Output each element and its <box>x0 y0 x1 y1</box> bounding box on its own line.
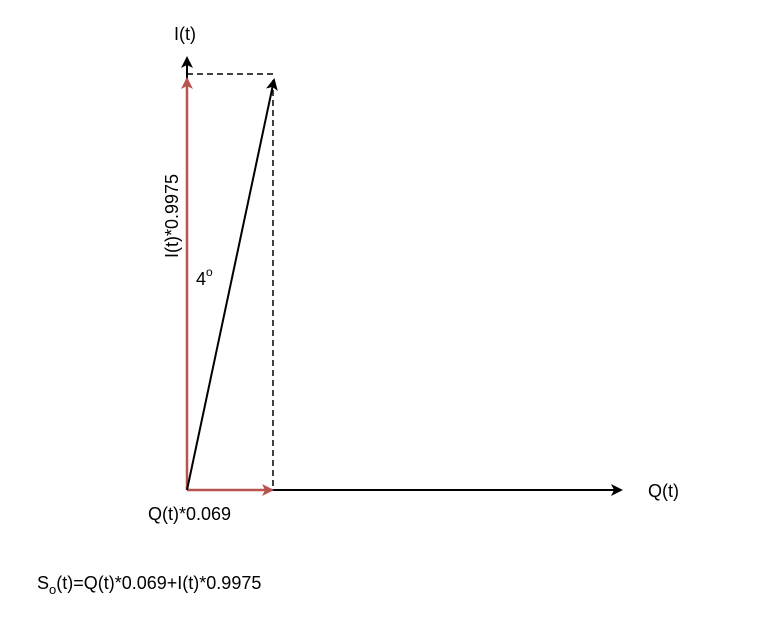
degree-symbol: o <box>206 265 213 279</box>
i-axis-label: I(t) <box>174 24 196 44</box>
formula-rest: (t)=Q(t)*0.069+I(t)*0.9975 <box>56 573 261 593</box>
angle-label: 4o <box>196 265 213 289</box>
formula-prefix: S <box>37 573 49 593</box>
formula-subscript: o <box>49 582 56 597</box>
angle-value: 4 <box>196 269 206 289</box>
q-axis-label: Q(t) <box>648 481 679 501</box>
resultant-vector <box>186 78 278 491</box>
formula: So(t)=Q(t)*0.069+I(t)*0.9975 <box>37 573 261 597</box>
q-component-label: Q(t)*0.069 <box>148 504 231 524</box>
i-component-label: I(t)*0.9975 <box>162 174 182 258</box>
